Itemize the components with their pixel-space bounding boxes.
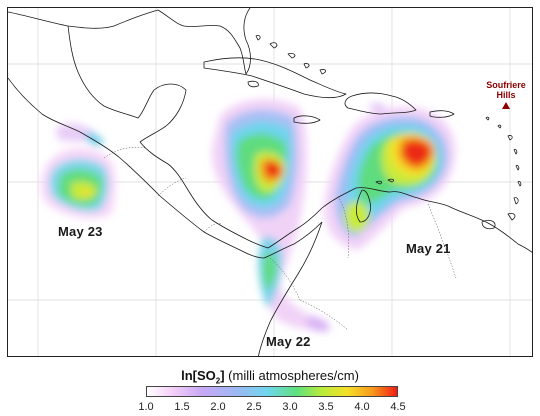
colorbar-tick-label: 1.0 — [138, 401, 154, 413]
volcano-name-line2: Hills — [496, 90, 516, 100]
label-may22: May 22 — [266, 334, 311, 349]
borders — [103, 147, 457, 331]
legend-title: ln[SO2] (milli atmospheres/cm) — [0, 368, 540, 386]
so2-map — [8, 8, 532, 356]
label-may21: May 21 — [406, 241, 451, 256]
legend-units: (milli atmospheres/cm) — [228, 368, 359, 383]
colorbar-tick-label: 4.5 — [390, 401, 406, 413]
coastlines — [8, 8, 532, 356]
plume-may21 — [324, 103, 456, 250]
colorbar-tick-label: 3.0 — [282, 401, 298, 413]
colorbar-tick-label: 1.5 — [174, 401, 190, 413]
colorbar-tick-label: 2.5 — [246, 401, 262, 413]
volcano-label: Soufriere Hills — [476, 80, 532, 100]
colorbar-tick-label: 3.5 — [318, 401, 334, 413]
plume-may22 — [211, 98, 330, 332]
colorbar — [146, 386, 398, 397]
legend-subscript: 2 — [215, 376, 221, 386]
legend-quantity: ln[SO — [181, 368, 216, 383]
colorbar-tick-label: 4.0 — [354, 401, 370, 413]
map-panel: May 23 May 22 May 21 Soufriere Hills — [7, 7, 533, 357]
legend-bracket: ] — [220, 368, 225, 383]
volcano-name: Soufriere — [486, 80, 526, 90]
plume-may23 — [41, 123, 116, 219]
triangle-marker-icon — [502, 102, 510, 109]
colorbar-tick-label: 2.0 — [210, 401, 226, 413]
label-may23: May 23 — [58, 224, 103, 239]
